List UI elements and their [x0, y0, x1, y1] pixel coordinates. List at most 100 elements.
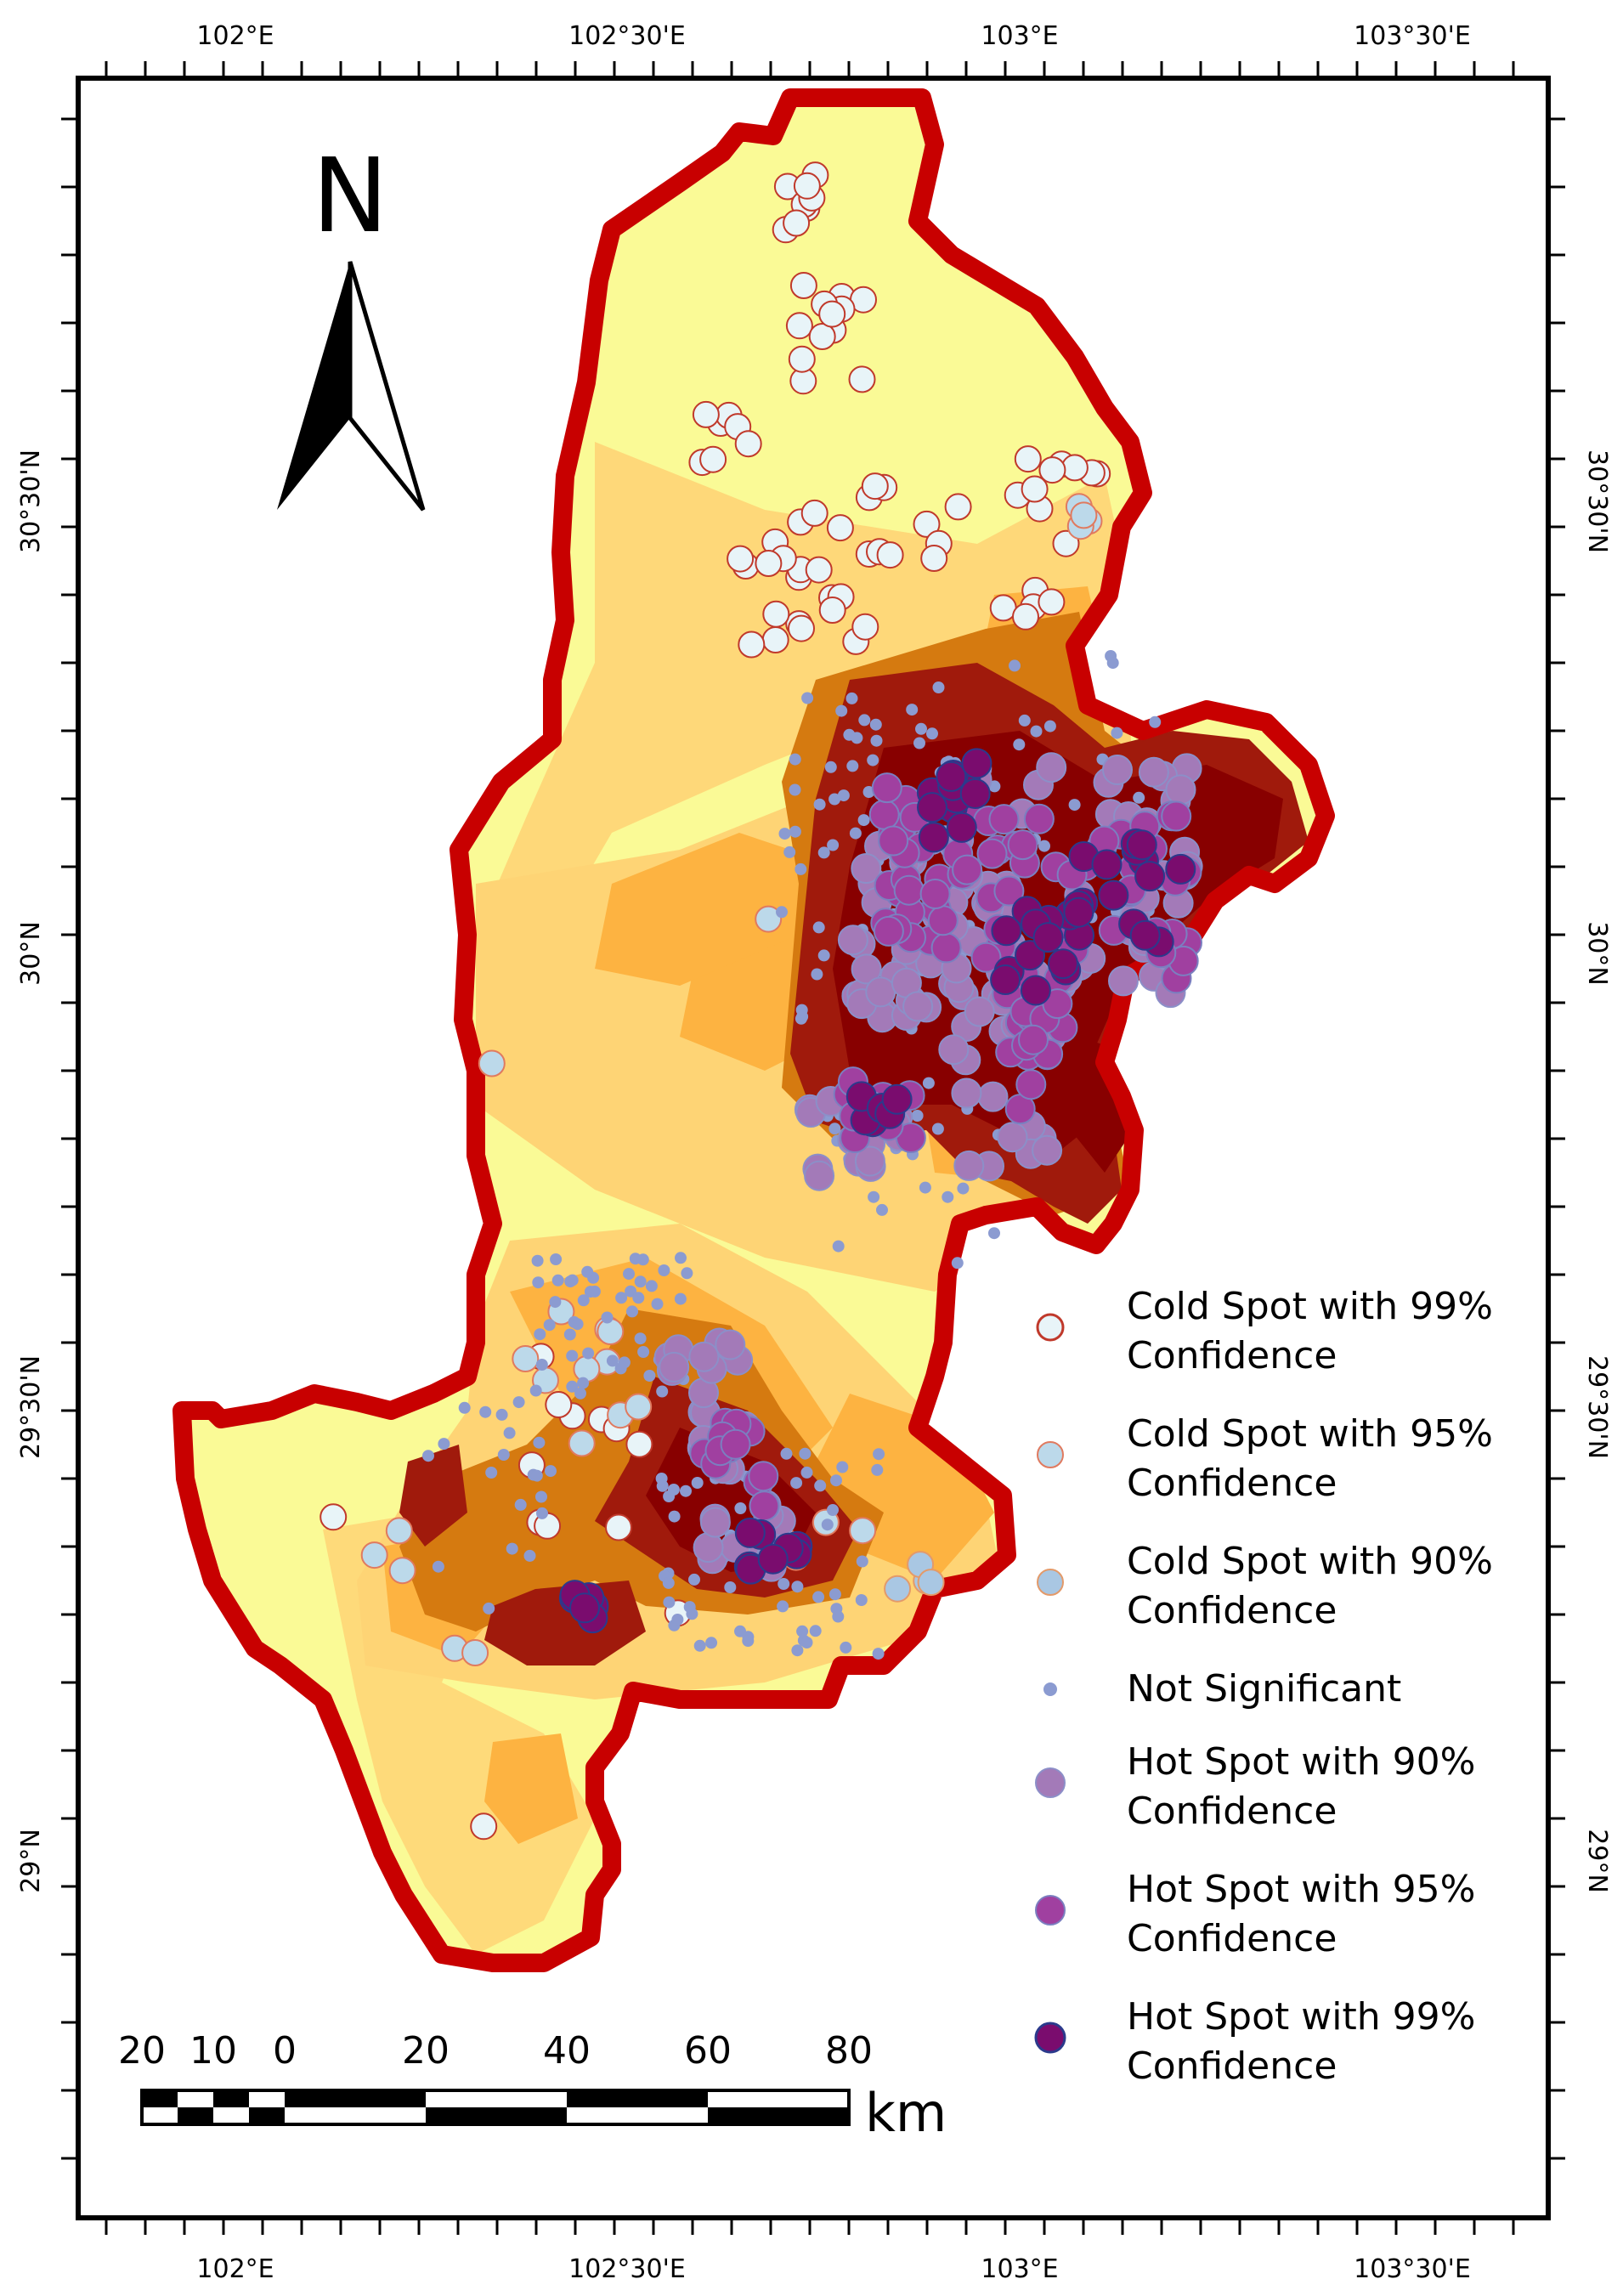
spot-point-hot99: [1048, 948, 1078, 980]
spot-point-ns: [674, 1292, 687, 1305]
legend-label-hot-95-line1: Hot Spot with 95%: [1127, 1868, 1475, 1911]
spot-point-ns: [870, 734, 883, 747]
spot-point-hot95: [919, 879, 951, 909]
lat-label-29n-right: 29°N: [1582, 1829, 1612, 1893]
spot-point-ns: [432, 1560, 444, 1573]
spot-point-ns: [846, 760, 859, 772]
scale-label-20: 20: [402, 2029, 450, 2073]
spot-point-ns: [813, 798, 826, 811]
spot-point-hot90: [964, 996, 995, 1027]
legend-symbol-cold-95: [1037, 1441, 1064, 1468]
spot-point-hot95: [1023, 803, 1055, 834]
spot-point-hot95: [952, 854, 983, 885]
spot-point-ns: [845, 692, 858, 704]
spot-point-ns: [919, 1181, 931, 1194]
spot-point-cold99: [734, 430, 762, 458]
spot-point-hot95: [878, 825, 909, 857]
spot-point-hot95: [871, 772, 902, 804]
spot-point-ns: [705, 1637, 718, 1649]
spot-point-cold99: [861, 472, 889, 500]
spot-point-hot90: [659, 1351, 690, 1383]
spot-point-hot90: [951, 1077, 982, 1109]
spot-point-ns: [836, 1461, 849, 1473]
spot-points: [320, 161, 1203, 1841]
spot-point-hot90: [837, 925, 868, 956]
lat-label-29n-left: 29°N: [16, 1829, 46, 1893]
spot-point-hot90: [938, 1034, 970, 1066]
spot-point-cold99: [762, 600, 790, 628]
spot-point-ns: [828, 1123, 841, 1135]
spot-point-ns: [671, 1614, 684, 1626]
spot-point-hot90: [1138, 756, 1169, 788]
spot-point-cold95: [849, 1517, 877, 1545]
spot-point-cold99: [699, 445, 727, 473]
spot-point-cold95: [625, 1393, 653, 1421]
north-label: N: [312, 138, 388, 256]
spot-point-ns: [1149, 715, 1162, 728]
lon-label-102-30e-bottom: 102°30'E: [568, 2254, 686, 2284]
spot-point-ns: [497, 1449, 510, 1461]
spot-point-ns: [932, 681, 945, 693]
legend-label-hot-95-line2: Confidence: [1127, 1917, 1337, 1960]
spot-point-ns: [988, 1227, 1000, 1240]
spot-point-hot99: [959, 778, 991, 809]
lon-label-103-30e-top: 103°30'E: [1354, 21, 1471, 51]
spot-point-hot90: [851, 853, 882, 884]
legend-label-not-significant: Not Significant: [1127, 1667, 1401, 1711]
lat-label-30-30n-right: 30°30'N: [1582, 450, 1612, 553]
spot-point-cold99: [625, 1430, 653, 1458]
spot-point-ns: [681, 1267, 693, 1280]
spot-point-hot99: [1015, 940, 1045, 971]
spot-point-hot99: [1134, 861, 1166, 892]
spot-point-ns: [789, 825, 801, 838]
spot-point-ns: [584, 1286, 597, 1298]
spot-point-ns: [1106, 657, 1119, 670]
spot-point-ns: [812, 1591, 825, 1603]
spot-point-ns: [817, 846, 830, 859]
spot-point-ns: [800, 1466, 813, 1479]
spot-point-cold95: [1070, 501, 1098, 529]
spot-point-hot95: [1007, 829, 1038, 861]
spot-point-hot99: [990, 964, 1021, 995]
spot-point-ns: [811, 968, 823, 981]
spot-point-hot95: [1018, 1024, 1049, 1055]
spot-point-ns: [658, 1264, 670, 1276]
lat-label-30n-right: 30°N: [1582, 921, 1612, 986]
spot-point-ns: [523, 1549, 536, 1562]
lon-label-102e-top: 102°E: [196, 21, 274, 51]
spot-point-hot90: [902, 991, 934, 1022]
spot-point-cold95: [512, 1345, 540, 1372]
spot-point-ns: [566, 1380, 579, 1393]
spot-point-ns: [550, 1253, 563, 1265]
lon-label-103e-bottom: 103°E: [981, 2254, 1058, 2284]
legend-label-hot-99-line1: Hot Spot with 99%: [1127, 1995, 1475, 2039]
spot-point-ns: [876, 1203, 888, 1216]
spot-point-ns: [668, 1510, 681, 1523]
spot-point-ns: [778, 828, 791, 840]
spot-point-ns: [796, 1625, 809, 1637]
spot-point-ns: [601, 1311, 614, 1324]
spot-point-ns: [906, 704, 919, 716]
spot-point-hot90: [851, 953, 882, 985]
spot-point-ns: [828, 1588, 841, 1601]
spot-point-cold99: [692, 400, 720, 428]
legend-symbol-not-significant: [1043, 1682, 1057, 1696]
spot-point-cold99: [826, 514, 854, 542]
spot-point-hot95: [893, 874, 925, 906]
scale-label-60: 60: [684, 2029, 732, 2073]
spot-point-cold99: [1021, 475, 1049, 503]
spot-point-ns: [812, 921, 825, 934]
spot-point-hot99: [1129, 919, 1161, 951]
spot-point-hot95: [748, 1461, 779, 1492]
spot-point-hot90: [997, 1122, 1028, 1153]
spot-point-hot99: [1063, 896, 1094, 928]
spot-point-cold99: [851, 613, 879, 641]
spot-point-ns: [514, 1498, 527, 1511]
spot-point-hot90: [1036, 752, 1067, 783]
spot-point-hot99: [917, 792, 947, 823]
lat-label-29-30n-right: 29°30'N: [1582, 1355, 1612, 1459]
spot-point-ns: [571, 1318, 584, 1331]
spot-point-ns: [582, 1347, 595, 1360]
spot-point-ns: [581, 1265, 594, 1278]
spot-point-ns: [742, 1635, 755, 1647]
